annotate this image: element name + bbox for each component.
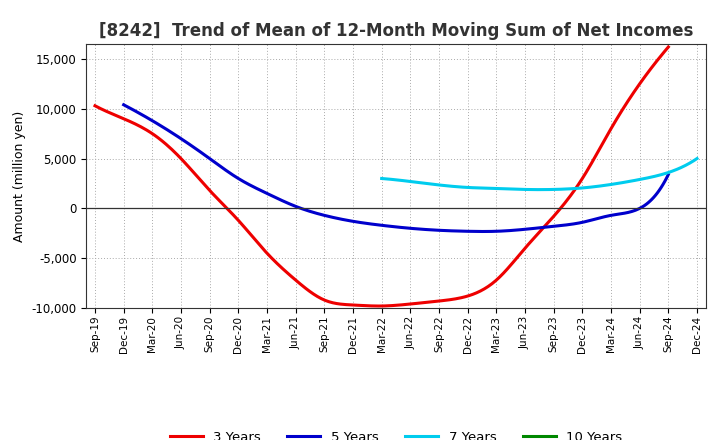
Legend: 3 Years, 5 Years, 7 Years, 10 Years: 3 Years, 5 Years, 7 Years, 10 Years bbox=[164, 425, 628, 440]
Y-axis label: Amount (million yen): Amount (million yen) bbox=[13, 110, 26, 242]
Title: [8242]  Trend of Mean of 12-Month Moving Sum of Net Incomes: [8242] Trend of Mean of 12-Month Moving … bbox=[99, 22, 693, 40]
